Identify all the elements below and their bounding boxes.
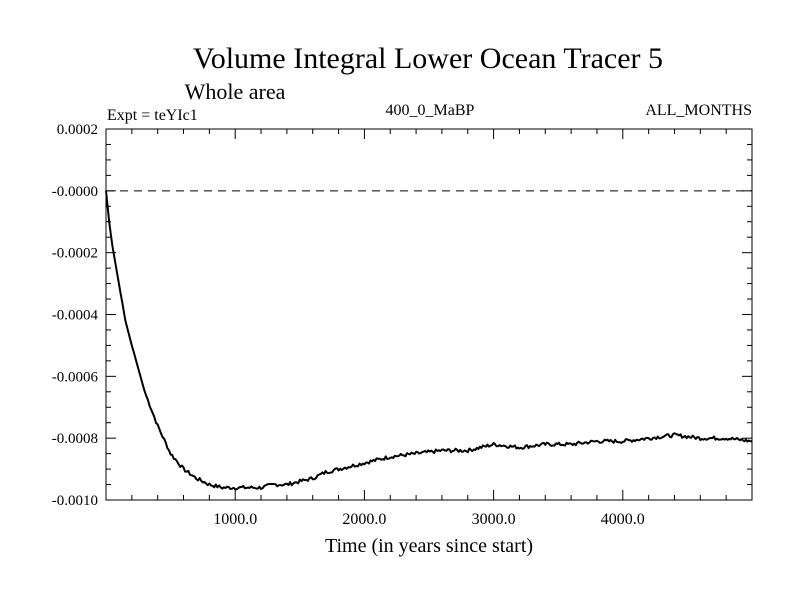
x-tick-label: 1000.0 bbox=[213, 511, 257, 528]
y-tick-label: -0.0002 bbox=[52, 246, 98, 262]
months-label: ALL_MONTHS bbox=[645, 102, 752, 119]
y-tick-label: -0.0006 bbox=[52, 369, 99, 385]
plot-frame bbox=[105, 128, 753, 501]
y-tick-label: 0.0002 bbox=[57, 122, 98, 138]
x-axis-label: Time (in years since start) bbox=[325, 535, 533, 557]
x-tick-label: 3000.0 bbox=[472, 511, 516, 528]
y-tick-label: -0.0010 bbox=[52, 493, 98, 509]
y-tick-label: -0.0008 bbox=[52, 431, 98, 447]
tracer-series-line bbox=[105, 190, 752, 491]
experiment-label: Expt = teYIc1 bbox=[107, 107, 198, 124]
y-tick-label: -0.0004 bbox=[52, 308, 99, 324]
y-axis: 0.0002 -0.0000 -0.0002 -0.0004 -0.0006 -0.000… bbox=[52, 122, 752, 509]
chart-subtitle: Whole area bbox=[185, 79, 286, 104]
x-tick-label: 2000.0 bbox=[342, 511, 386, 528]
x-tick-label: 4000.0 bbox=[601, 511, 645, 528]
chart-title: Volume Integral Lower Ocean Tracer 5 bbox=[193, 42, 663, 75]
x-axis: 1000.0 2000.0 3000.0 4000.0 bbox=[131, 129, 727, 528]
y-tick-label: -0.0000 bbox=[52, 184, 98, 200]
period-label: 400_0_MaBP bbox=[386, 102, 475, 119]
